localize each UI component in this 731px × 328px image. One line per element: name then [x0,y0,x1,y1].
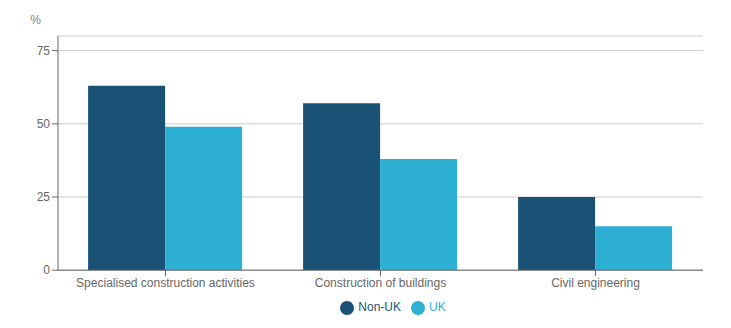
svg-text:Construction of buildings: Construction of buildings [315,276,446,290]
svg-text:Civil engineering: Civil engineering [551,276,640,290]
svg-text:Specialised construction activ: Specialised construction activities [76,276,255,290]
svg-text:50: 50 [37,117,51,131]
svg-text:0: 0 [43,263,50,277]
svg-text:75: 75 [37,44,51,58]
html-text:UK: UK [429,300,446,315]
html-text:Non-UK: Non-UK [358,300,401,315]
svg-text:%: % [30,13,41,27]
svg-text:25: 25 [37,190,51,204]
